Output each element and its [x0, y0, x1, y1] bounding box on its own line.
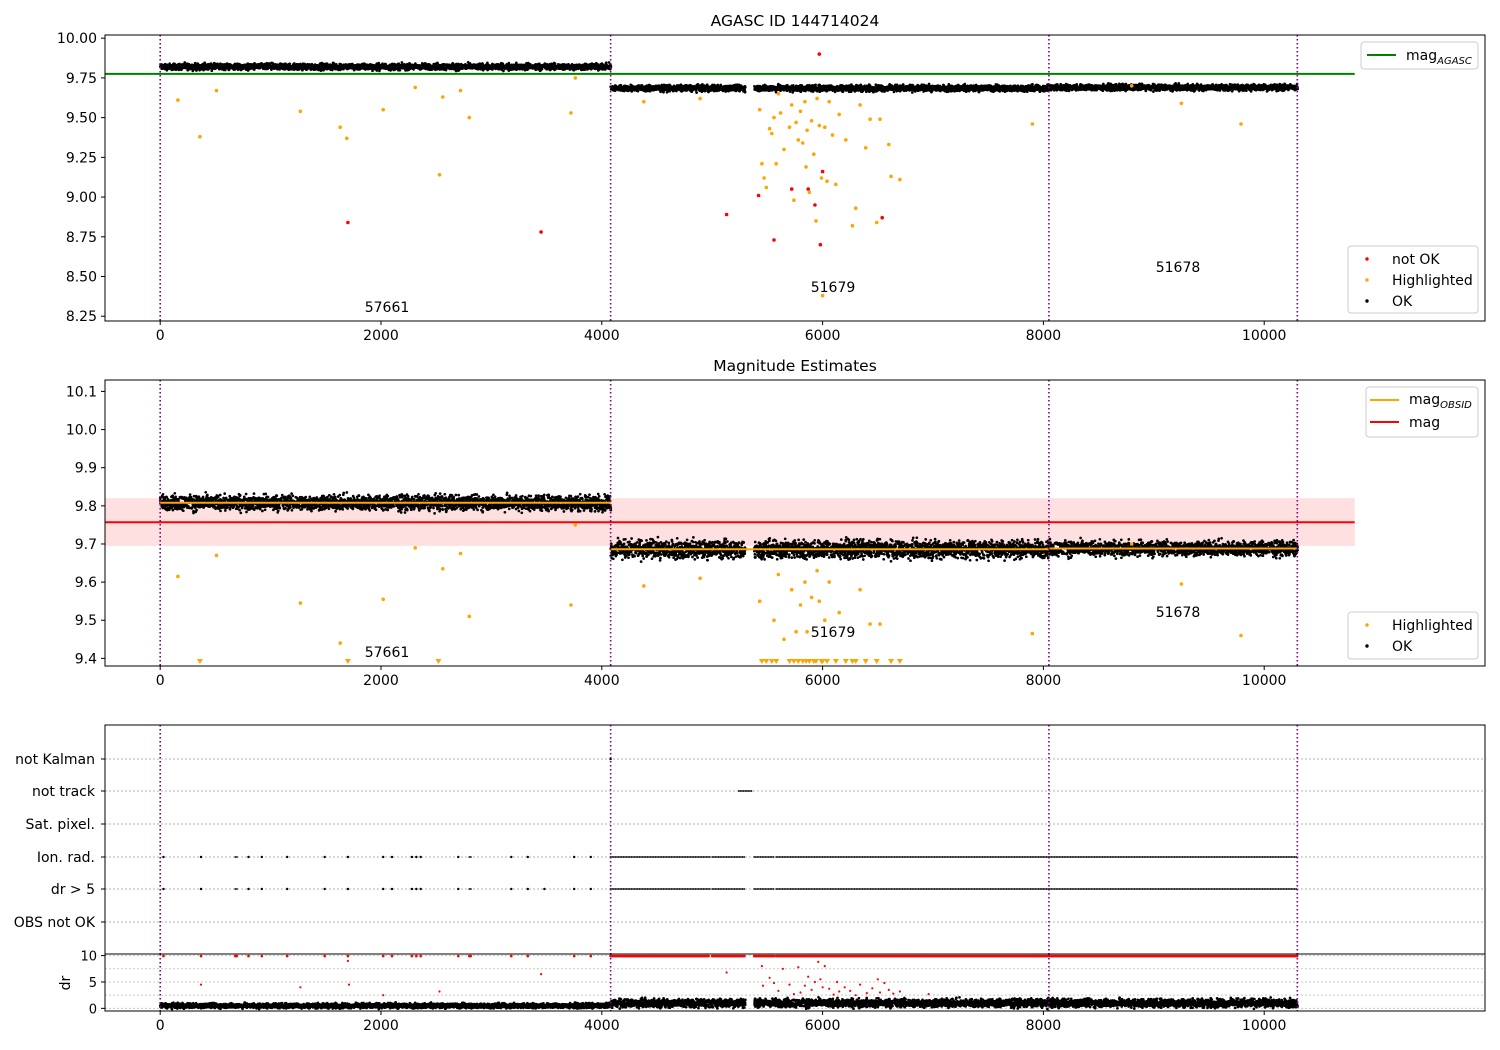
- ok-point: [540, 67, 544, 71]
- ok-band-57661: [159, 61, 613, 73]
- ok-point: [910, 91, 914, 94]
- panel-agasc-band-layer: [159, 61, 1299, 94]
- ok-point: [743, 86, 747, 89]
- ok-point: [171, 68, 175, 71]
- ok-point: [375, 69, 379, 72]
- ok-point: [454, 69, 458, 73]
- ok-point: [963, 82, 967, 86]
- ok-point: [288, 62, 292, 66]
- ok-point: [814, 83, 817, 87]
- ok-point: [695, 91, 698, 94]
- ok-point: [507, 61, 511, 65]
- ok-point: [892, 90, 896, 94]
- ok-point: [398, 68, 402, 72]
- ok-point: [743, 90, 747, 94]
- ok-point: [352, 68, 356, 72]
- ok-point: [210, 69, 214, 73]
- ok-point: [895, 83, 899, 87]
- ok-point: [238, 62, 241, 66]
- panel-agasc: AGASC ID 144714024 0 2000 4000 6000 8000 1000…: [57, 12, 1486, 344]
- ok-point: [604, 61, 608, 65]
- ok-point: [203, 61, 207, 65]
- panel-agasc-title: AGASC ID 144714024: [711, 12, 880, 30]
- ok-point: [384, 63, 388, 66]
- ok-point: [400, 61, 404, 64]
